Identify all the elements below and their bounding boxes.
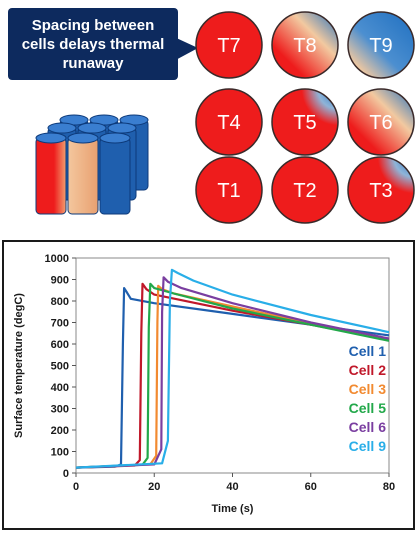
cell-disc [195,88,263,156]
legend-item-cell-5: Cell 5 [349,400,387,416]
x-axis-label: Time (s) [212,503,254,515]
y-tick-label: 100 [51,447,69,459]
cell-disc [271,156,339,224]
cell-t1: T1 [195,156,263,224]
legend-item-cell-2: Cell 2 [349,362,387,378]
temperature-chart-plot: 0 100 200 300 400 500 600 700 800 900 1000 0 20 40 60 8… [13,253,395,515]
cell-t3: T3 [347,156,415,224]
legend-item-cell-1: Cell 1 [349,343,387,359]
temperature-chart: 0 100 200 300 400 500 600 700 800 900 1000 0 20 40 60 8… [2,240,415,530]
x-tick-label: 0 [73,481,79,493]
legend-item-cell-6: Cell 6 [349,419,387,435]
series-line-cell-1 [75,286,390,469]
y-tick-label: 700 [51,318,69,330]
battery-pack-icon [35,114,149,215]
y-tick-label: 800 [51,296,69,308]
cell-t8: T8 [271,11,339,79]
y-axis-label: Surface temperature (degC) [13,293,25,438]
cell-temperature-map: T7 T8 T9 T4 T5 T6 T1 T2 T3 [35,11,415,224]
y-tick-label: 0 [63,468,69,480]
legend-item-cell-9: Cell 9 [349,438,387,454]
cell-t9: T9 [347,11,415,79]
cell-t4: T4 [195,88,263,156]
y-tick-label: 500 [51,361,69,373]
cell-label: T9 [369,35,392,57]
cell-disc [347,11,415,79]
y-tick-label: 400 [51,382,69,394]
callout-line-3: runaway [62,55,124,72]
callout-pointer [172,36,198,62]
cell-label: T2 [293,180,316,202]
cell-disc [195,156,263,224]
x-tick-label: 60 [305,481,317,493]
cell-disc [271,11,339,79]
cell-label: T4 [217,112,240,134]
cell-label: T6 [369,112,392,134]
series-line-cell-3 [75,284,390,469]
cell-disc [271,88,339,156]
x-tick-label: 80 [383,481,395,493]
y-tick-label: 300 [51,404,69,416]
y-tick-label: 900 [51,275,69,287]
y-tick-label: 200 [51,425,69,437]
x-tick-label: 20 [148,481,160,493]
cell-t6: T6 [347,88,415,156]
callout-line-1: Spacing between [31,17,155,34]
y-tick-label: 600 [51,339,69,351]
series-line-cell-6 [75,276,390,469]
legend-item-cell-3: Cell 3 [349,381,387,397]
cell-label: T3 [369,180,392,202]
cell-disc [195,11,263,79]
cell-t5: T5 [271,88,339,156]
cell-t2: T2 [271,156,339,224]
cell-label: T7 [217,35,240,57]
cell-t7: T7 [195,11,263,79]
callout-box: Spacing between cells delays thermal run… [8,8,178,80]
cell-label: T5 [293,112,316,134]
series-line-cell-9 [75,268,390,469]
cell-label: T8 [293,35,316,57]
callout-line-2: cells delays thermal [21,36,165,53]
cell-disc [347,88,415,156]
series-line-cell-5 [75,282,390,469]
x-tick-label: 40 [226,481,238,493]
cell-label: T1 [217,180,240,202]
y-tick-label: 1000 [45,253,69,265]
cell-disc [347,156,415,224]
